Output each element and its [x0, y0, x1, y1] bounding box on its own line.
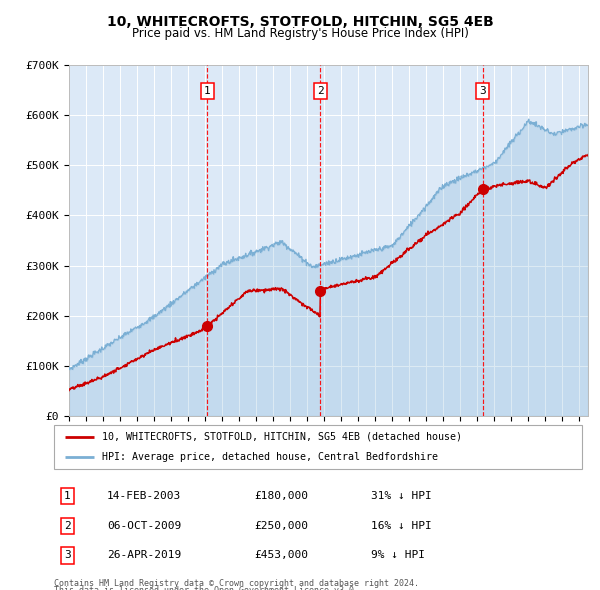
Text: 2: 2: [64, 521, 71, 530]
Text: 16% ↓ HPI: 16% ↓ HPI: [371, 521, 431, 530]
Text: 26-APR-2019: 26-APR-2019: [107, 550, 181, 560]
Text: 3: 3: [64, 550, 71, 560]
Text: £453,000: £453,000: [254, 550, 308, 560]
Text: 2: 2: [317, 86, 324, 96]
Text: £180,000: £180,000: [254, 491, 308, 501]
Text: 31% ↓ HPI: 31% ↓ HPI: [371, 491, 431, 501]
Text: 10, WHITECROFTS, STOTFOLD, HITCHIN, SG5 4EB: 10, WHITECROFTS, STOTFOLD, HITCHIN, SG5 …: [107, 15, 493, 29]
FancyBboxPatch shape: [54, 425, 582, 469]
Text: 1: 1: [64, 491, 71, 501]
Text: 06-OCT-2009: 06-OCT-2009: [107, 521, 181, 530]
Text: 10, WHITECROFTS, STOTFOLD, HITCHIN, SG5 4EB (detached house): 10, WHITECROFTS, STOTFOLD, HITCHIN, SG5 …: [101, 432, 461, 442]
Text: £250,000: £250,000: [254, 521, 308, 530]
Text: 9% ↓ HPI: 9% ↓ HPI: [371, 550, 425, 560]
Text: 3: 3: [479, 86, 486, 96]
Text: Contains HM Land Registry data © Crown copyright and database right 2024.: Contains HM Land Registry data © Crown c…: [54, 579, 419, 588]
Text: 1: 1: [204, 86, 211, 96]
Text: Price paid vs. HM Land Registry's House Price Index (HPI): Price paid vs. HM Land Registry's House …: [131, 27, 469, 40]
Text: 14-FEB-2003: 14-FEB-2003: [107, 491, 181, 501]
Text: HPI: Average price, detached house, Central Bedfordshire: HPI: Average price, detached house, Cent…: [101, 452, 437, 462]
Text: This data is licensed under the Open Government Licence v3.0.: This data is licensed under the Open Gov…: [54, 586, 359, 590]
